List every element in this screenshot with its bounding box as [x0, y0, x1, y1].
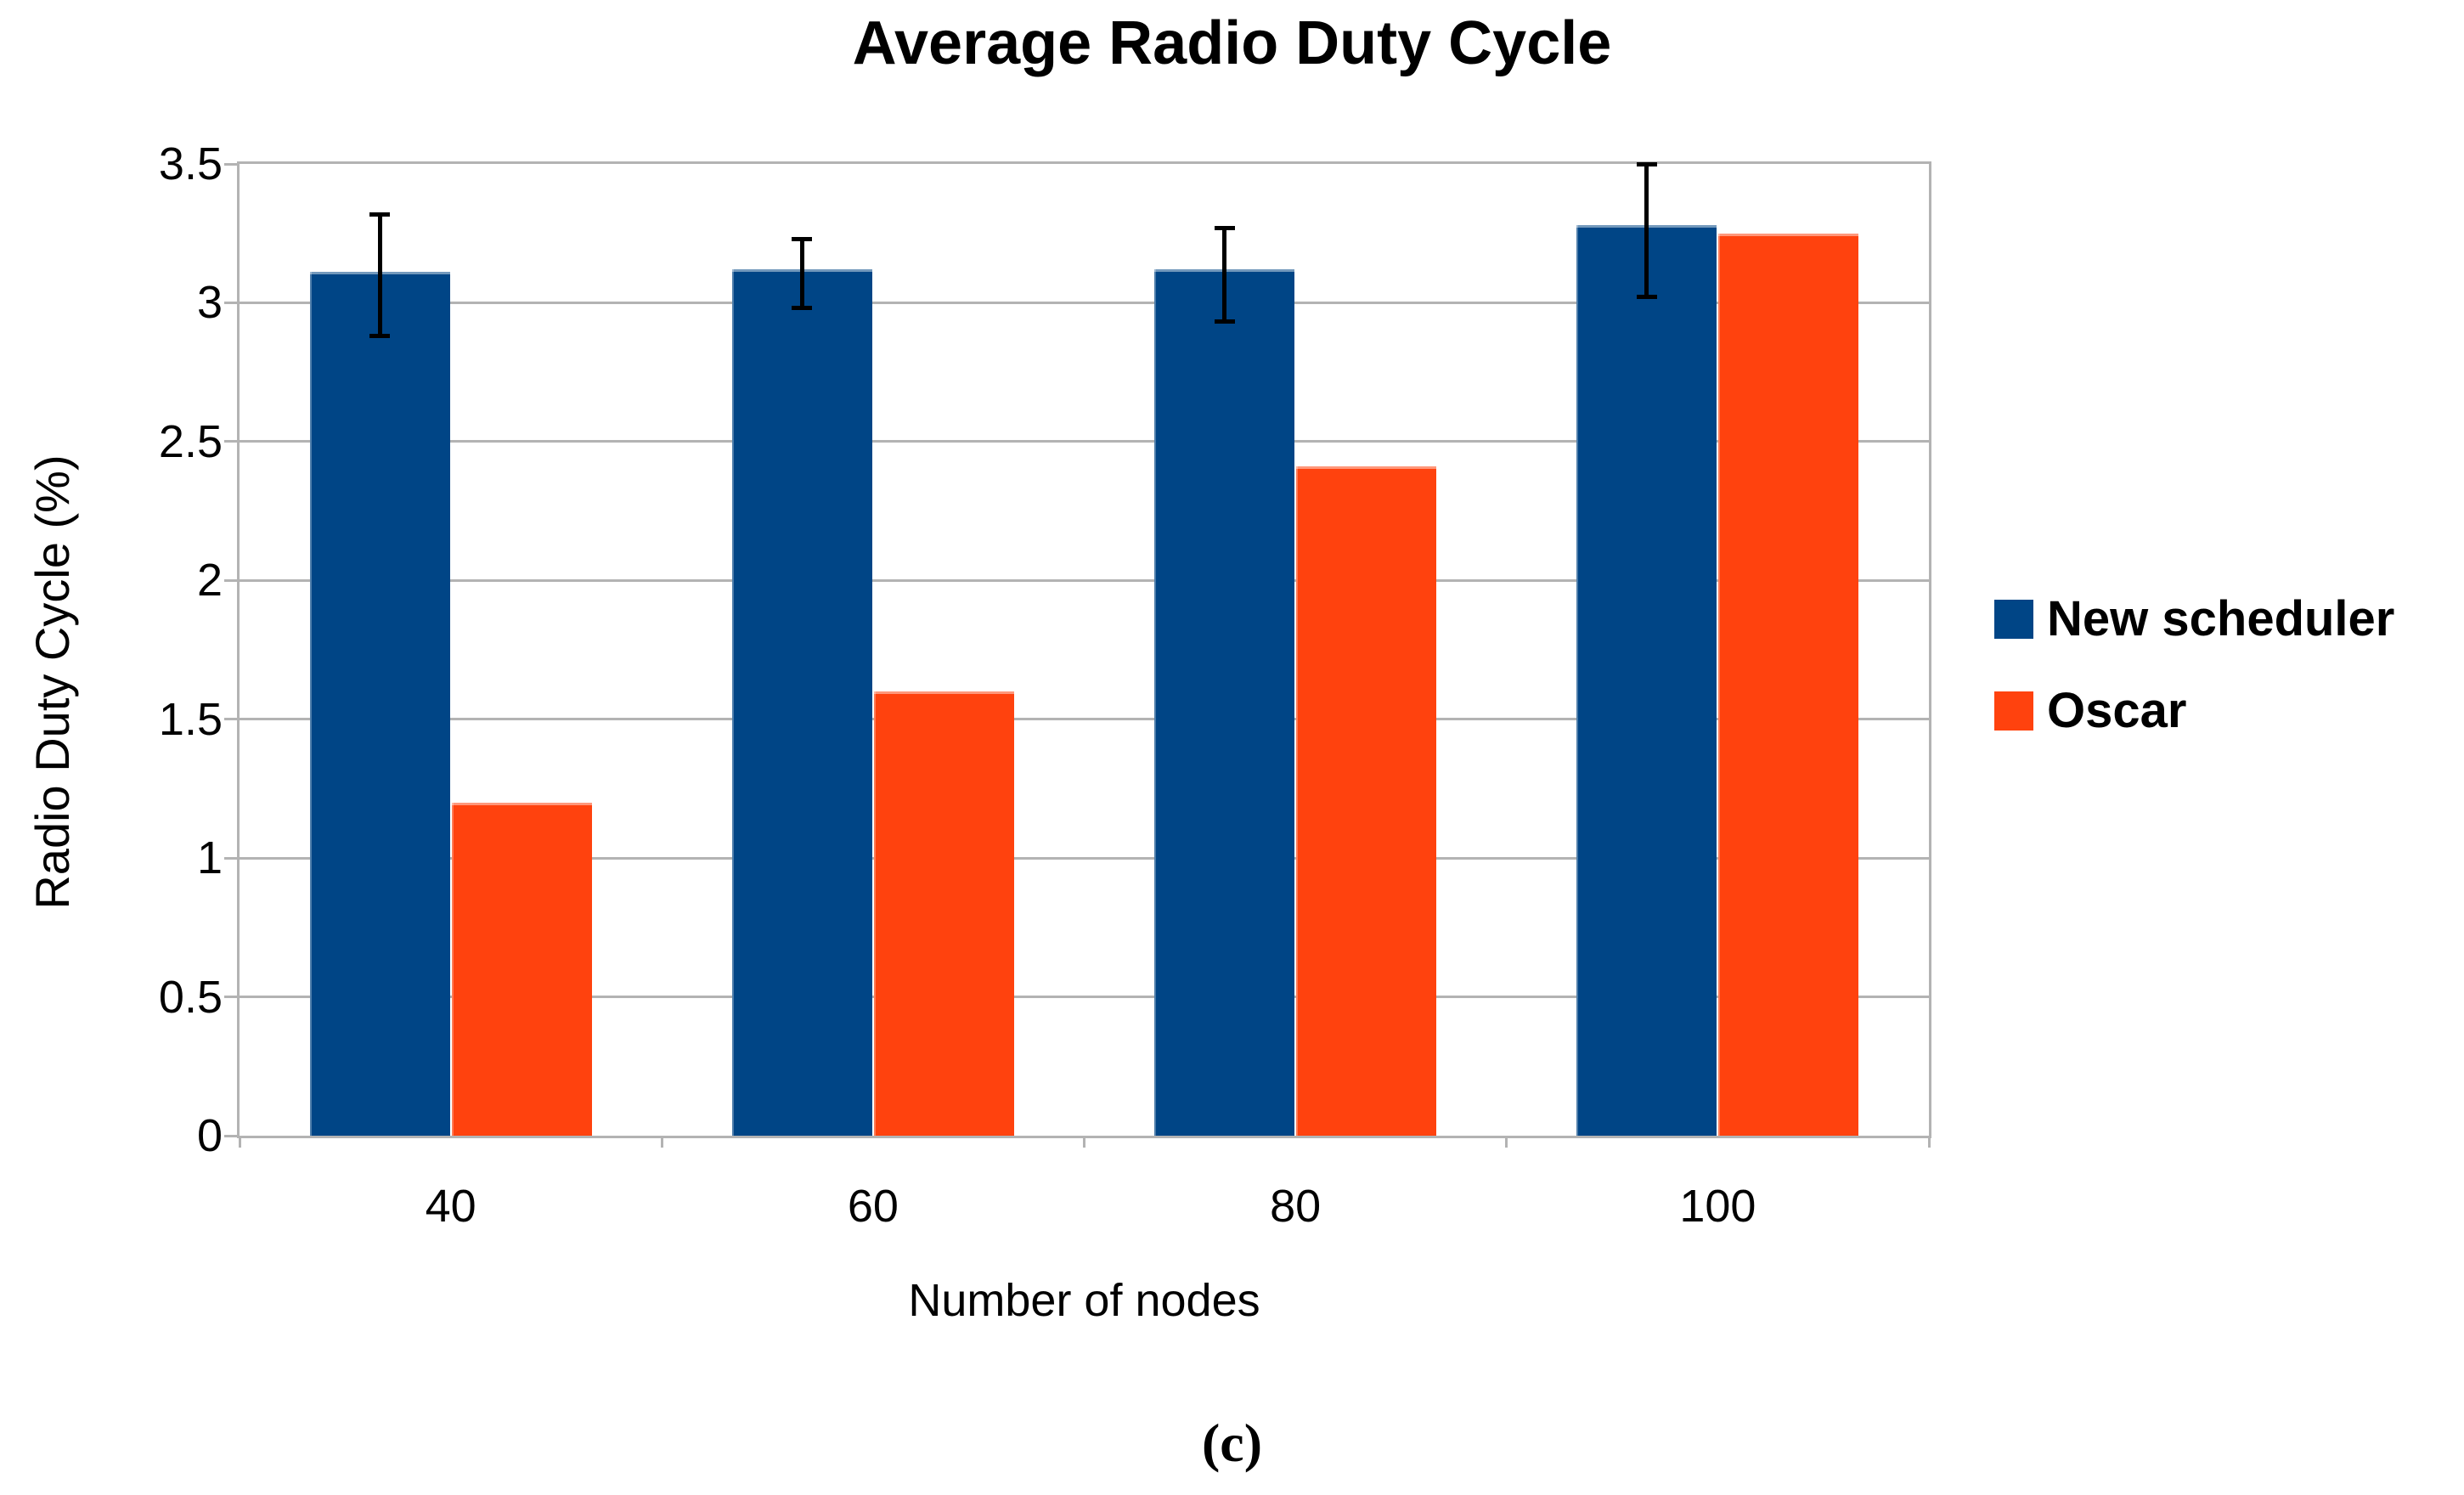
error-bar-line: [799, 239, 804, 308]
error-bar-cap-top: [1214, 226, 1235, 231]
x-axis-tick-mark: [1083, 1136, 1085, 1148]
plot-area: [237, 161, 1931, 1138]
gridline: [240, 996, 1929, 999]
error-bar-cap-bottom: [792, 305, 813, 310]
legend-swatch-icon: [1994, 691, 2033, 731]
error-bar-line: [1222, 228, 1227, 323]
gridline: [240, 718, 1929, 721]
y-axis-tick-mark: [224, 996, 237, 999]
x-axis-tick-mark: [660, 1136, 663, 1148]
bar-new-scheduler-40: [309, 272, 450, 1136]
bar-new-scheduler-80: [1154, 269, 1295, 1136]
legend-item-new-scheduler: New scheduler: [1994, 595, 2394, 644]
error-bar-cap-top: [792, 237, 813, 242]
y-axis-tick-label: 2: [196, 555, 223, 606]
x-axis-tick-mark: [1505, 1136, 1508, 1148]
bar-oscar-80: [1296, 466, 1437, 1136]
x-axis-category-label: 60: [847, 1181, 899, 1232]
y-axis-tick-mark: [224, 440, 237, 443]
y-axis-tick-label: 3: [196, 277, 223, 329]
y-axis-tick-label: 3.5: [158, 138, 223, 189]
y-axis-tick-label: 1: [196, 832, 223, 884]
error-bar-cap-bottom: [1636, 294, 1657, 299]
bar-oscar-100: [1718, 233, 1859, 1137]
y-axis-tick-mark: [224, 1134, 237, 1137]
x-axis-category-label: 40: [425, 1181, 476, 1232]
y-axis-tick-mark: [224, 856, 237, 860]
gridline: [240, 301, 1929, 304]
legend-swatch-icon: [1994, 600, 2033, 639]
chart-title: Average Radio Duty Cycle: [852, 9, 1612, 77]
bar-new-scheduler-100: [1576, 224, 1717, 1137]
x-axis-tick-mark: [1927, 1136, 1931, 1148]
y-axis-tick-label: 0.5: [158, 971, 223, 1023]
error-bar-cap-bottom: [369, 333, 391, 338]
y-axis-tick-mark: [224, 301, 237, 304]
x-axis-tick-mark: [238, 1136, 241, 1148]
gridline: [240, 856, 1929, 860]
error-bar-cap-top: [369, 212, 391, 217]
error-bar-line: [1644, 164, 1649, 297]
bar-oscar-60: [873, 691, 1014, 1136]
y-axis-tick-label: 0: [196, 1110, 223, 1161]
error-bar-cap-bottom: [1214, 319, 1235, 324]
x-axis-category-label: 100: [1679, 1181, 1756, 1232]
legend-label: New scheduler: [2047, 591, 2395, 646]
x-axis-category-label: 80: [1270, 1181, 1322, 1232]
legend: New scheduler Oscar: [1994, 595, 2394, 778]
gridline: [240, 440, 1929, 443]
y-axis-tick-mark: [224, 578, 237, 582]
y-axis-tick-label: 2.5: [158, 415, 223, 467]
bar-oscar-40: [451, 802, 592, 1137]
subfigure-caption: (c): [1201, 1413, 1263, 1473]
y-axis-tick-mark: [224, 162, 237, 166]
x-axis-title: Number of nodes: [908, 1275, 1260, 1326]
bar-new-scheduler-60: [731, 269, 872, 1136]
y-axis-tick-label: 1.5: [158, 693, 223, 745]
error-bar-line: [377, 213, 382, 336]
gridline: [240, 578, 1929, 582]
legend-label: Oscar: [2047, 683, 2187, 738]
error-bar-cap-top: [1636, 162, 1657, 166]
y-axis-tick-mark: [224, 718, 237, 721]
legend-item-oscar: Oscar: [1994, 686, 2394, 736]
